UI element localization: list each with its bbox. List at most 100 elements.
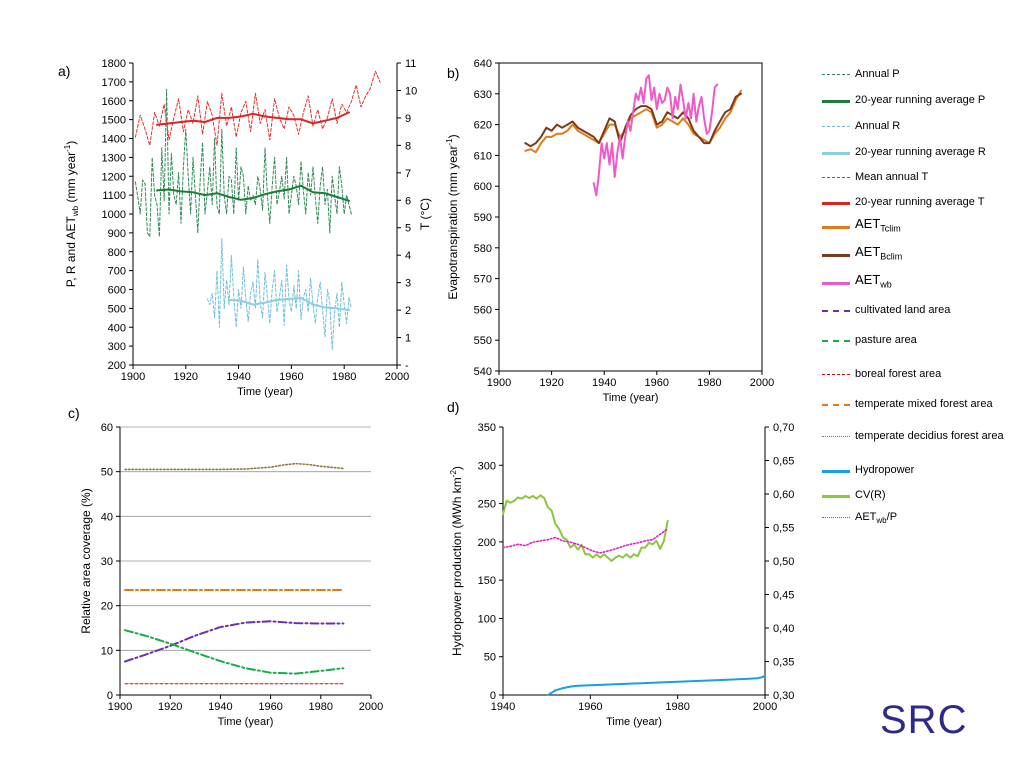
legend-swatch	[822, 517, 850, 518]
legend-label: AETwb/P	[855, 511, 1023, 527]
y2-tick-label: 3	[405, 278, 411, 290]
legend-swatch	[822, 126, 850, 127]
y-tick-label: 0	[107, 690, 113, 702]
y-tick-label: 560	[474, 304, 492, 316]
y-tick-label: 1800	[102, 58, 126, 70]
y2-tick-label: 7	[405, 168, 411, 180]
y-tick-label: 300	[478, 460, 496, 472]
y-label-text: Relative area coverage (%)	[79, 488, 93, 633]
legend-label: 20-year running average P	[855, 94, 1023, 106]
y-tick-label: 30	[101, 556, 113, 568]
y-tick-label: 700	[108, 266, 126, 278]
chart-panel-c: c) 1900 1920 1940 1960 1980 2000 Time (year) 0 10…	[68, 405, 383, 728]
x-axis-label: Time (year)	[237, 386, 293, 398]
y-tick-label: 610	[474, 150, 492, 162]
y2-tick-label: 6	[405, 195, 411, 207]
legend-swatch	[822, 177, 850, 178]
y-tick-label: 590	[474, 212, 492, 224]
legend-label: AETBclim	[855, 245, 1023, 263]
legend-swatch	[822, 404, 850, 406]
legend-swatch	[822, 202, 850, 205]
x-tick-label: 1900	[121, 371, 145, 383]
x-tick-label: 1900	[108, 701, 132, 713]
legend-swatch	[822, 374, 850, 375]
series-line-20-year-running-average-t	[156, 111, 350, 126]
y-tick-label: 1500	[102, 115, 126, 127]
legend-label-main: Annual P	[855, 68, 900, 80]
y-tick-label: 400	[108, 322, 126, 334]
legend-label: AETwb	[855, 272, 1023, 291]
x-tick-label: 1940	[226, 371, 250, 383]
series-line-mean-annual-t	[134, 70, 381, 146]
legend-swatch	[822, 470, 850, 473]
x-tick-label: 1960	[258, 701, 282, 713]
x-tick-label: 2000	[359, 701, 383, 713]
y-tick-label: 50	[484, 652, 496, 664]
legend-label: AETTclim	[855, 216, 1023, 235]
x-tick-label: 1940	[491, 701, 515, 713]
y-label-sup: -2	[449, 470, 458, 478]
y2-tick-label: -	[405, 360, 409, 372]
y-tick-label: 900	[108, 228, 126, 240]
x-tick-label: 1980	[332, 371, 356, 383]
y-tick-label: 250	[478, 499, 496, 511]
legend-label-main: temperate mixed forest area	[855, 398, 993, 410]
y-label-sup: -1	[445, 138, 454, 146]
x-tick-label: 1980	[309, 701, 333, 713]
y-tick-label: 500	[108, 303, 126, 315]
legend-label-main: Annual R	[855, 120, 901, 132]
y-tick-label: 350	[478, 422, 496, 434]
legend-swatch	[822, 282, 850, 285]
x-tick-label: 1980	[697, 377, 721, 389]
y-tick-label: 10	[101, 645, 113, 657]
legend-label-main: AET	[855, 272, 881, 287]
panel-label: c)	[68, 405, 80, 421]
y-tick-label: 200	[108, 360, 126, 372]
y-tick-label: 1200	[102, 171, 126, 183]
legend-label: boreal forest area	[855, 368, 1023, 380]
y-tick-label: 40	[101, 511, 113, 523]
y-tick-label: 620	[474, 120, 492, 132]
y-tick-label: 300	[108, 341, 126, 353]
y-tick-label: 1400	[102, 134, 126, 146]
legend-label: 20-year running average R	[855, 146, 1023, 158]
legend-label-main: 20-year running average T	[855, 196, 985, 208]
x-tick-label: 1940	[208, 701, 232, 713]
x-tick-label: 1980	[665, 701, 689, 713]
legend-label-main: AET	[855, 511, 877, 523]
y2-tick-label: 1	[405, 333, 411, 345]
y-tick-label: 640	[474, 58, 492, 70]
legend-label-main: Hydropower	[855, 464, 915, 476]
y-axis-label: Evapotranspiration (mm year-1)	[445, 134, 460, 299]
y-tick-label: 600	[474, 181, 492, 193]
legend-swatch	[822, 254, 850, 257]
legend-label: Hydropower	[855, 464, 1023, 476]
y2-tick-label: 0,40	[773, 623, 794, 635]
x-tick-label: 1960	[645, 377, 669, 389]
x-tick-label: 1920	[539, 377, 563, 389]
series-line-temperate-decidius-forest-area	[124, 462, 345, 471]
panel-label: a)	[58, 63, 70, 79]
legend-label: pasture area	[855, 334, 1023, 346]
x-tick-label: 1960	[578, 701, 602, 713]
legend-label-main: pasture area	[855, 334, 917, 346]
x-tick-label: 2000	[385, 371, 409, 383]
legend-swatch	[822, 100, 850, 103]
legend-swatch	[822, 152, 850, 155]
x-tick-label: 2000	[750, 377, 774, 389]
y-tick-label: 100	[478, 613, 496, 625]
legend-label-main: AET	[855, 216, 881, 231]
y-tick-label: 1600	[102, 96, 126, 108]
y-label-text: Evapotranspiration (mm year	[446, 146, 460, 300]
y2-tick-label: 0,70	[773, 422, 794, 434]
y2-tick-label: 5	[405, 223, 411, 235]
legend-label-main: CV(R)	[855, 489, 886, 501]
chart-panel-d: d) 1940 1960 1980 2000 Time (year) 0 50 100 150 20…	[447, 399, 794, 728]
y2-tick-label: 4	[405, 250, 411, 262]
y2-tick-label: 0,55	[773, 523, 794, 535]
y-tick-label: 570	[474, 274, 492, 286]
y2-tick-label: 2	[405, 305, 411, 317]
x-axis-label: Time (year)	[603, 392, 659, 404]
y-label-sup: -1	[63, 144, 72, 152]
